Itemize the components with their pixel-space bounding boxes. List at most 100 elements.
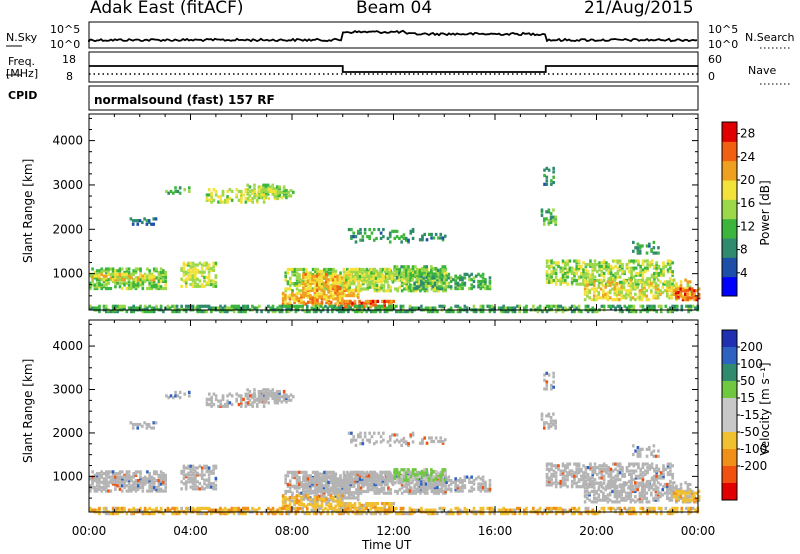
velocity-echo	[127, 470, 131, 474]
power-echo	[304, 272, 308, 276]
power-data-layer	[89, 166, 701, 314]
power-echo	[318, 279, 321, 284]
velocity-echo	[383, 507, 386, 511]
velocity-echo	[332, 491, 335, 495]
power-echo	[550, 304, 553, 308]
power-echo	[388, 274, 392, 279]
velocity-echo	[411, 440, 415, 444]
velocity-echo	[281, 494, 285, 498]
power-echo	[367, 280, 371, 284]
power-echo	[454, 304, 457, 308]
power-echo	[362, 305, 366, 309]
velocity-echo	[200, 475, 204, 479]
power-echo	[420, 281, 423, 285]
power-echo	[577, 310, 581, 314]
power-echo	[111, 279, 115, 284]
power-echo	[552, 261, 556, 265]
power-echo	[654, 296, 658, 300]
velocity-echo	[418, 441, 422, 445]
velocity-echo	[447, 478, 451, 483]
velocity-echo	[479, 484, 483, 488]
power-echo	[618, 259, 622, 263]
power-echo	[370, 274, 373, 279]
power-echo	[607, 264, 611, 268]
power-echo	[608, 283, 612, 288]
power-echo	[629, 282, 633, 286]
power-echo	[443, 268, 447, 272]
velocity-echo	[136, 480, 140, 484]
power-echo	[488, 285, 492, 289]
velocity-echo	[346, 470, 349, 474]
power-echo	[271, 310, 275, 314]
velocity-echo	[293, 495, 296, 500]
velocity-echo	[436, 482, 439, 486]
power-echo	[210, 200, 213, 204]
velocity-echo	[293, 501, 296, 505]
velocity-echo	[346, 502, 350, 506]
power-echo	[120, 274, 124, 278]
velocity-echo	[284, 504, 287, 508]
power-echo	[411, 265, 415, 269]
power-echo	[598, 280, 601, 284]
velocity-echo	[323, 489, 326, 494]
power-echo	[458, 278, 462, 282]
power-echo	[91, 283, 94, 287]
velocity-echo	[432, 475, 435, 479]
power-echo	[152, 285, 156, 289]
power-echo	[265, 191, 268, 195]
power-echo	[653, 275, 656, 279]
velocity-echo	[148, 484, 151, 488]
power-echo	[123, 270, 126, 275]
power-echo	[127, 279, 131, 284]
power-echo	[253, 196, 256, 200]
velocity-echo	[349, 477, 353, 481]
power-echo	[212, 284, 215, 288]
velocity-echo	[320, 487, 324, 491]
power-echo	[411, 306, 414, 310]
power-echo	[630, 275, 633, 279]
velocity-echo	[415, 480, 419, 484]
power-echo	[673, 306, 677, 310]
power-echo	[327, 295, 331, 299]
velocity-echo	[352, 484, 356, 488]
velocity-echo	[111, 477, 115, 481]
power-echo	[359, 238, 362, 242]
power-echo	[442, 281, 446, 285]
velocity-echo	[164, 475, 167, 479]
power-echo	[686, 285, 690, 289]
velocity-echo	[414, 491, 418, 495]
power-echo	[322, 281, 326, 285]
power-echo	[286, 282, 290, 286]
power-echo	[356, 269, 360, 273]
power-echo	[409, 289, 413, 293]
power-echo	[374, 306, 378, 310]
power-echo	[640, 278, 644, 282]
power-echo	[237, 310, 241, 314]
velocity-echo	[354, 477, 357, 481]
power-echo	[407, 265, 410, 269]
velocity-echo	[371, 502, 375, 506]
power-echo	[420, 279, 423, 284]
power-echo	[575, 271, 579, 276]
power-echo	[395, 265, 399, 269]
power-echo	[655, 271, 658, 276]
power-echo	[148, 269, 151, 273]
power-echo	[582, 261, 585, 265]
velocity-echo	[331, 477, 335, 481]
power-echo	[415, 306, 419, 310]
power-echo	[417, 276, 421, 280]
velocity-echo	[302, 477, 305, 481]
power-echo	[586, 287, 589, 291]
power-echo	[655, 273, 658, 277]
velocity-echo	[390, 481, 394, 485]
power-echo	[637, 261, 640, 265]
velocity-echo	[375, 491, 379, 495]
power-echo	[237, 304, 241, 308]
power-echo	[552, 278, 556, 283]
power-echo	[269, 185, 272, 189]
power-echo	[608, 296, 612, 300]
power-echo	[445, 274, 448, 278]
power-echo	[182, 279, 186, 283]
velocity-echo	[422, 484, 426, 488]
velocity-echo	[293, 486, 297, 490]
